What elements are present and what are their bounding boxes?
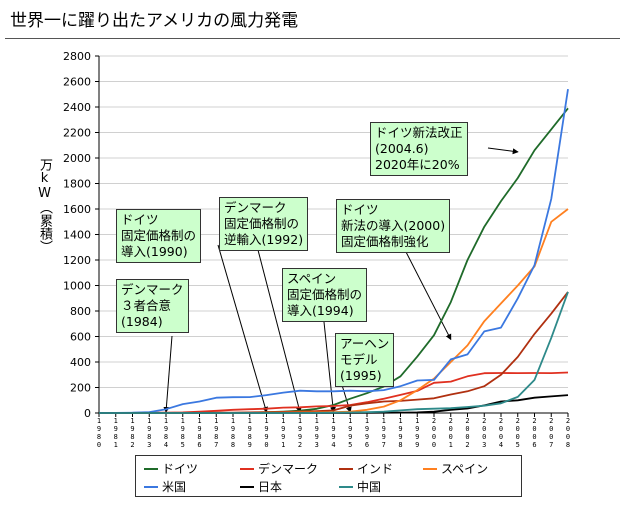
legend-label: スペイン bbox=[441, 462, 489, 476]
annotation-denmark-reverse: デンマーク 固定価格制の 逆輸入(1992) bbox=[219, 197, 309, 251]
y-tick-label: 400 bbox=[70, 356, 91, 369]
title-divider bbox=[5, 38, 620, 39]
legend-swatch bbox=[423, 467, 437, 470]
legend: ドイツ デンマーク インド スペイン 米国 日本 中国 bbox=[135, 455, 522, 497]
series-line bbox=[99, 371, 569, 414]
y-tick-label: 1200 bbox=[63, 254, 91, 267]
series-line bbox=[99, 88, 569, 414]
page-title: 世界一に躍り出たアメリカの風力発電 bbox=[10, 11, 299, 31]
legend-label: インド bbox=[357, 462, 394, 476]
y-axis-label: 万kW（累積） bbox=[37, 158, 52, 253]
wind-power-line-chart: 0 200 400 600 800 1000 1200 1400 1600 1800 2000 220… bbox=[63, 50, 570, 449]
y-tick-label: 1000 bbox=[63, 280, 91, 293]
annotation-germany-new-law: ドイツ 新法の導入(2000) 固定価格制強化 bbox=[336, 199, 451, 253]
legend-item-india: インド bbox=[339, 460, 393, 477]
legend-label: 中国 bbox=[357, 480, 382, 494]
legend-item-spain: スペイン bbox=[423, 460, 488, 477]
annotation-spain-1994: スペイン 固定価格制の 導入(1994) bbox=[282, 268, 368, 322]
legend-item-usa: 米国 bbox=[144, 478, 186, 495]
y-tick-labels: 0 200 400 600 800 1000 1200 1400 1600 1800 2000 220… bbox=[63, 50, 91, 420]
annotation-arrow bbox=[341, 384, 352, 413]
legend-swatch bbox=[339, 467, 353, 470]
y-tick-label: 200 bbox=[70, 382, 91, 395]
y-tick-label: 1600 bbox=[63, 203, 91, 216]
legend-item-china: 中国 bbox=[339, 478, 381, 495]
legend-swatch bbox=[144, 467, 158, 470]
annotation-arrow bbox=[257, 249, 302, 413]
legend-label: 日本 bbox=[258, 480, 283, 494]
legend-item-japan: 日本 bbox=[240, 478, 282, 495]
legend-label: ドイツ bbox=[162, 462, 199, 476]
y-tick-label: 2600 bbox=[63, 76, 91, 89]
legend-swatch bbox=[240, 485, 254, 488]
annotation-arrow bbox=[163, 335, 173, 413]
legend-item-denmark: デンマーク bbox=[240, 460, 318, 477]
annotation-arrow bbox=[404, 249, 452, 341]
y-tick-label: 2400 bbox=[63, 101, 91, 114]
legend-item-germany: ドイツ bbox=[144, 460, 198, 477]
annotation-arrow bbox=[323, 321, 336, 413]
y-tick-label: 1800 bbox=[63, 178, 91, 191]
y-tick-label: 600 bbox=[70, 331, 91, 344]
annotation-denmark-1984: デンマーク ３者合意 (1984) bbox=[116, 279, 189, 333]
x-tick-labels: 1 9 8 0 1 9 8 1 1 9 8 2 1 9 8 3 1 9 8 4 1 9 8 5 1 9 8 6 1 9 8 7 1 9 8 8 1 9 8 9… bbox=[97, 417, 570, 449]
y-tick-label: 2200 bbox=[63, 127, 91, 140]
series-line bbox=[99, 291, 569, 414]
y-tick-label: 1400 bbox=[63, 229, 91, 242]
y-tick-label: 2000 bbox=[63, 152, 91, 165]
annotation-aachen-1995: アーヘン モデル (1995) bbox=[335, 333, 395, 387]
legend-label: 米国 bbox=[162, 480, 187, 494]
annotation-germany-1990: ドイツ 固定価格制の 導入(1990) bbox=[116, 209, 202, 263]
y-tick-label: 0 bbox=[84, 407, 91, 420]
legend-swatch bbox=[240, 467, 254, 470]
annotation-arrow bbox=[217, 244, 268, 413]
annotation-arrows bbox=[163, 147, 519, 413]
annotation-germany-reform: ドイツ新法改正 (2004.6) 2020年に20% bbox=[370, 122, 468, 176]
legend-swatch bbox=[144, 485, 158, 488]
series-lines bbox=[99, 88, 569, 414]
y-tick-label: 2800 bbox=[63, 50, 91, 63]
annotation-arrow bbox=[487, 147, 519, 155]
legend-swatch bbox=[339, 485, 353, 488]
legend-label: デンマーク bbox=[258, 462, 319, 476]
y-tick-label: 800 bbox=[70, 305, 91, 318]
